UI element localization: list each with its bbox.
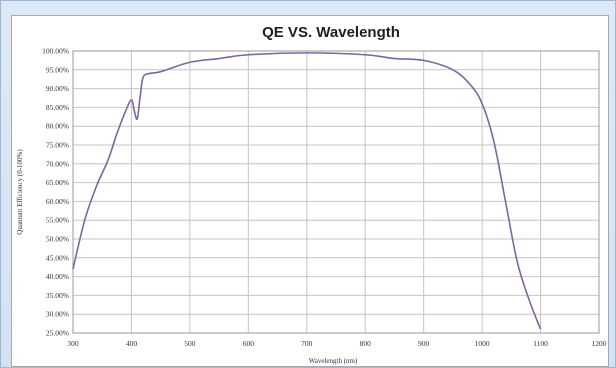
y-tick-label: 35.00%: [46, 291, 69, 300]
y-tick-label: 25.00%: [46, 329, 69, 338]
y-tick-label: 30.00%: [46, 310, 69, 319]
grid-lines: [72, 50, 600, 334]
y-tick-label: 75.00%: [46, 141, 69, 150]
y-tick-label: 50.00%: [46, 235, 69, 244]
x-tick-label: 700: [301, 339, 313, 348]
y-tick-label: 55.00%: [46, 216, 69, 225]
x-tick-label: 600: [243, 339, 255, 348]
y-tick-label: 60.00%: [46, 197, 69, 206]
x-tick-label: 900: [418, 339, 430, 348]
x-tick-label: 1100: [533, 339, 548, 348]
chart-panel: QE VS. Wavelength 100.00% 95.00% 90.00% 85.…: [11, 15, 609, 367]
chart-title: QE VS. Wavelength: [262, 24, 400, 41]
x-tick-label: 800: [360, 339, 372, 348]
y-axis-label: Quantum Efficiency (0-100%): [16, 149, 24, 235]
x-tick-label: 500: [184, 339, 196, 348]
x-tick-label: 1000: [475, 339, 490, 348]
x-tick-label: 300: [67, 339, 79, 348]
y-tick-label: 95.00%: [46, 65, 69, 74]
x-tick-labels: 300 400 500 600 700 800 900 1000 1100 1200: [67, 339, 606, 348]
y-tick-label: 70.00%: [46, 159, 69, 168]
qe-vs-wavelength-chart: QE VS. Wavelength 100.00% 95.00% 90.00% 85.…: [16, 24, 607, 365]
y-tick-label: 80.00%: [46, 122, 69, 131]
y-tick-label: 45.00%: [46, 253, 69, 262]
y-tick-label: 85.00%: [46, 103, 69, 112]
y-tick-label: 40.00%: [46, 272, 69, 281]
y-tick-label: 90.00%: [46, 84, 69, 93]
x-tick-label: 1200: [592, 339, 607, 348]
y-tick-label: 100.00%: [42, 47, 69, 56]
y-tick-labels: 100.00% 95.00% 90.00% 85.00% 80.00% 75.00% 70.…: [42, 47, 69, 338]
x-tick-label: 400: [126, 339, 138, 348]
qe-series-line: [72, 52, 542, 330]
y-tick-label: 65.00%: [46, 178, 69, 187]
x-axis-label: Wavelength (nm): [309, 357, 358, 365]
plot-area-border: [72, 50, 600, 334]
